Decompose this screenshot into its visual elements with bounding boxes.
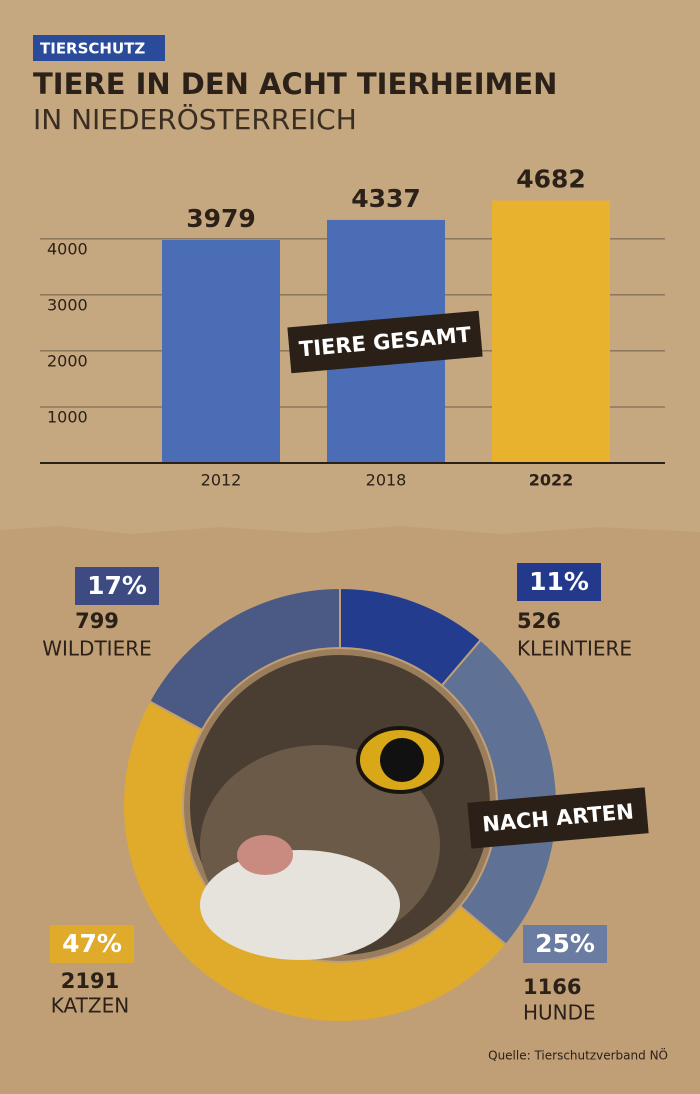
share-label: 25% (535, 929, 595, 958)
x-tick-label: 2018 (366, 471, 407, 490)
cat-nose (237, 835, 293, 875)
source: Quelle: Tierschutzverband NÖ (488, 1047, 668, 1063)
category-label: WILDTIERE (42, 637, 152, 661)
annotation-box (287, 310, 483, 374)
share-label: 11% (529, 567, 589, 596)
y-tick-label: 4000 (47, 239, 88, 258)
count-label: 1166 (523, 975, 581, 999)
value-label: 4682 (516, 165, 586, 194)
subtitle: IN NIEDERÖSTERREICH (33, 102, 357, 136)
y-tick-label: 3000 (47, 295, 88, 314)
share-badge (50, 925, 134, 963)
donut-segment (148, 586, 341, 732)
share-label: 17% (87, 571, 147, 600)
y-tick-label: 1000 (47, 407, 88, 426)
annotation-box (467, 787, 649, 849)
value-label: 3979 (186, 204, 256, 233)
bar (162, 240, 280, 463)
bar (492, 200, 610, 463)
cat-pupil (380, 738, 424, 782)
category-label: KLEINTIERE (517, 637, 632, 661)
share-badge (517, 563, 601, 601)
donut-segment (122, 699, 508, 1023)
tag: TIERSCHUTZ (40, 40, 145, 58)
category-label: HUNDE (523, 1001, 596, 1025)
x-tick-label: 2022 (529, 471, 574, 490)
category-label: KATZEN (51, 994, 129, 1018)
annotation-group: NACH ARTEN (467, 787, 649, 849)
annotation-group: TIERE GESAMT (287, 310, 483, 374)
value-label: 4337 (351, 184, 421, 213)
share-badge (523, 925, 607, 963)
y-tick-label: 2000 (47, 351, 88, 370)
title: TIERE IN DEN ACHT TIERHEIMEN (33, 67, 557, 101)
count-label: 2191 (61, 969, 119, 993)
tag-box (33, 35, 165, 61)
x-tick-label: 2012 (201, 471, 242, 490)
count-label: 526 (517, 609, 561, 633)
share-label: 47% (62, 929, 122, 958)
count-label: 799 (75, 609, 119, 633)
share-badge (75, 567, 159, 605)
cat-muzzle (200, 850, 400, 960)
